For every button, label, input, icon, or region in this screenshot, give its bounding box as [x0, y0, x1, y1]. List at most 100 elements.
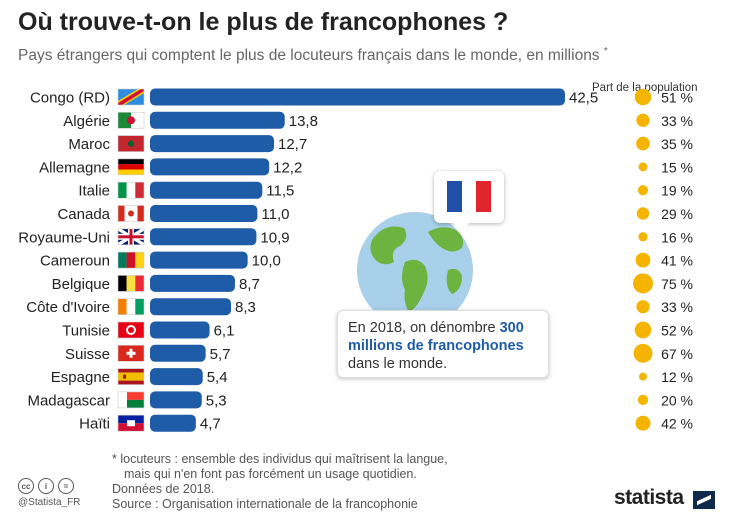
bar-value-label: 11,5 [266, 183, 294, 200]
flag-border [117, 205, 145, 222]
flag-part [137, 205, 144, 222]
bar-value-label: 8,3 [235, 299, 256, 316]
flag-part [118, 298, 127, 315]
tunisia-flag-icon [117, 321, 145, 339]
flag-border [117, 344, 145, 362]
chart-title: Où trouve-t-on le plus de francophones ? [18, 8, 509, 36]
population-share-dot [637, 185, 649, 196]
population-share-dot [636, 136, 650, 151]
flag-border [117, 135, 145, 152]
population-share-dot [634, 88, 652, 106]
flag-part [131, 112, 144, 129]
callout-text-before: En 2018, on dénombre [348, 320, 500, 336]
bar [150, 298, 232, 316]
population-share-dot [635, 252, 651, 268]
flag-part [127, 399, 144, 408]
flag-part [118, 235, 144, 239]
population-share-dot [638, 232, 648, 242]
population-share-label: 15 % [661, 159, 693, 175]
category-label: Madagascar [27, 392, 110, 409]
flag-border [117, 228, 145, 246]
population-share-dot [634, 321, 652, 339]
bar-value-label: 5,7 [210, 346, 231, 363]
italy-flag-icon [117, 181, 145, 199]
subtitle-footnote-mark: * [603, 46, 608, 57]
congo-rd-flag-icon [117, 88, 145, 106]
flag-part [135, 275, 144, 292]
germany-flag-icon [117, 158, 145, 176]
callout-highlight: 300 millions de francophones [348, 320, 524, 354]
algeria-flag-icon [117, 112, 145, 129]
flag-part [118, 391, 127, 408]
flag-part [118, 112, 131, 129]
category-label: Belgique [52, 276, 110, 293]
statista-logo-mark-icon [693, 491, 715, 509]
category-label: Algérie [63, 113, 110, 130]
population-share-label: 52 % [661, 323, 693, 339]
population-share-dot [637, 394, 649, 406]
flag-border [117, 158, 145, 176]
flag-border [117, 88, 145, 106]
population-share-label: 75 % [661, 276, 693, 292]
france-flag-icon [447, 181, 492, 212]
footnote-source: Source : Organisation internationale de … [112, 497, 418, 511]
bar-value-label: 12,2 [273, 159, 302, 176]
bar-value-label: 11,0 [261, 206, 289, 223]
bar [150, 111, 285, 129]
flag-border [117, 251, 145, 269]
population-share-label: 42 % [661, 416, 693, 432]
population-share-label: 12 % [661, 369, 693, 385]
category-label: Côte d'Ivoire [26, 299, 110, 316]
population-share-dot [636, 113, 650, 127]
bar [150, 391, 202, 409]
flag-border [117, 321, 145, 339]
flag-part [118, 169, 144, 175]
category-label: Espagne [51, 369, 110, 386]
footnote-line-1: * locuteurs : ensemble des individus qui… [112, 452, 448, 466]
population-share-label: 33 % [661, 299, 693, 315]
population-share-dot [636, 300, 650, 314]
bar [150, 88, 565, 106]
creative-commons-icons: cc i = [18, 478, 74, 494]
flag-part [118, 158, 144, 165]
bar-value-label: 5,4 [207, 369, 228, 386]
flag-part [126, 252, 136, 269]
flag-part [118, 368, 144, 373]
statista-logo: statista [614, 486, 684, 509]
flag-part [127, 116, 135, 125]
population-share-label: 41 % [661, 253, 693, 269]
flag-part [135, 298, 144, 315]
haiti-flag-icon [117, 414, 145, 432]
flag-border [117, 298, 145, 316]
population-share-label: 67 % [661, 346, 693, 362]
category-label: Haïti [79, 416, 110, 433]
population-share-label: 19 % [661, 183, 693, 199]
footnote-line-2: mais qui n'en font pas forcément un usag… [124, 467, 417, 481]
flag-part [126, 351, 136, 355]
flag-part [135, 252, 144, 269]
bar [150, 181, 263, 199]
population-share-label: 33 % [661, 113, 693, 129]
flag-border [117, 275, 145, 292]
bar [150, 205, 258, 222]
chart-subtitle: Pays étrangers qui comptent le plus de l… [18, 46, 608, 65]
category-label: Maroc [68, 136, 110, 153]
category-label: Canada [57, 206, 110, 223]
footnote: * locuteurs : ensemble des individus qui… [112, 452, 448, 512]
population-share-dot [633, 273, 653, 294]
uk-flag-icon [117, 228, 145, 246]
ivory-coast-flag-icon [117, 298, 145, 316]
belgium-flag-icon [117, 275, 145, 292]
subtitle-text: Pays étrangers qui comptent le plus de l… [18, 47, 600, 65]
france-flag-bubble [434, 171, 504, 232]
flag-border [117, 181, 145, 199]
bar-value-label: 6,1 [214, 323, 235, 340]
flag-part [128, 140, 134, 147]
spain-flag-icon [117, 368, 145, 385]
callout-text-after: dans le monde. [348, 356, 448, 372]
flag-part [126, 182, 136, 199]
canada-flag-icon [117, 205, 145, 222]
flag-border [117, 414, 145, 432]
flag-part [126, 298, 136, 315]
flag-part [118, 89, 144, 105]
